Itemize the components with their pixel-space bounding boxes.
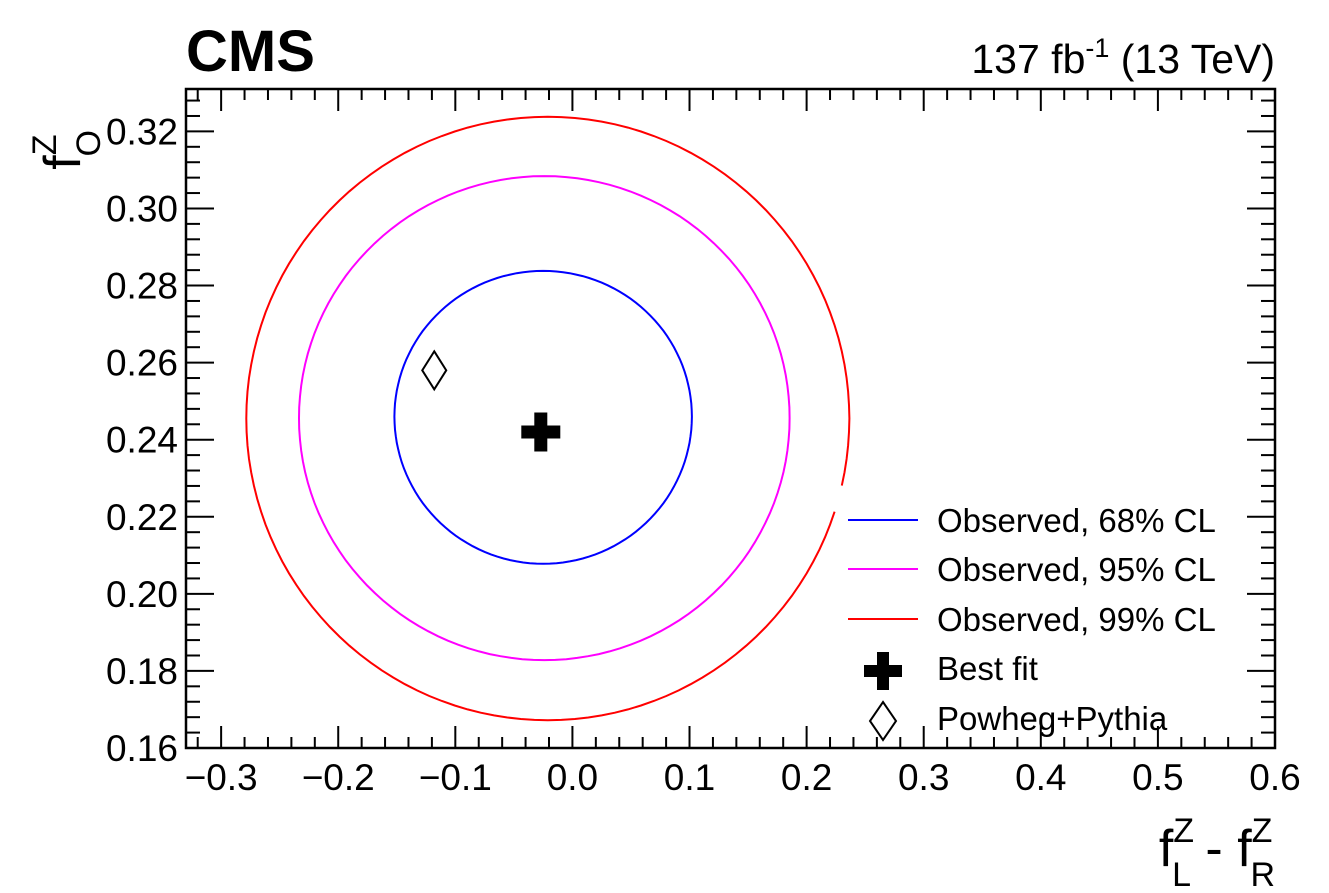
contour-68: [393, 269, 693, 565]
legend-prediction-marker: [868, 700, 898, 742]
x-title-f1: f: [1159, 820, 1174, 878]
x-tick-label: 0.4: [1015, 757, 1066, 798]
y-tick-label: 0.16: [106, 728, 178, 769]
x-tick-label: 0.0: [547, 757, 598, 798]
contours-layer: [245, 115, 851, 722]
legend-label-95: Observed, 95% CL: [937, 551, 1216, 588]
lumi-value: 137 fb: [971, 36, 1085, 82]
x-title-f2-sub: R: [1250, 856, 1275, 893]
x-title-f2-sup: Z: [1252, 812, 1273, 850]
luminosity-label: 137 fb-1 (13 TeV): [971, 33, 1275, 82]
legend-label-68: Observed, 68% CL: [937, 502, 1216, 539]
y-axis-title: fZ O: [26, 130, 108, 170]
prediction-marker: [421, 349, 448, 392]
x-title-f2: f: [1237, 820, 1252, 878]
y-title-sup: Z: [26, 134, 64, 155]
x-tick-label: 0.2: [781, 757, 832, 798]
lumi-energy: (13 TeV): [1109, 36, 1275, 82]
y-tick-label: 0.18: [106, 651, 178, 692]
x-tick-label: −0.2: [302, 757, 375, 798]
tick-labels-layer: −0.3 −0.2 −0.1 0.0 0.1 0.2 0.3 0.4 0.5 0.6 0.16 0.1…: [106, 111, 1301, 798]
x-tick-label: 0.5: [1132, 757, 1183, 798]
y-tick-label: 0.28: [106, 266, 178, 307]
x-title-f1-sup: Z: [1173, 812, 1194, 850]
y-tick-label: 0.24: [106, 420, 178, 461]
y-tick-label: 0.26: [106, 343, 178, 384]
legend: Observed, 68% CL Observed, 95% CL Observ…: [848, 502, 1216, 742]
legend-label-prediction: Powheg+Pythia: [937, 700, 1168, 737]
legend-label-99: Observed, 99% CL: [937, 601, 1216, 638]
x-title-f1-sub: L: [1172, 856, 1191, 893]
x-tick-label: 0.6: [1249, 757, 1300, 798]
y-title-f: f: [34, 155, 92, 170]
ticks-layer: [186, 89, 1276, 749]
x-axis-title: fZ L - fZ R: [1159, 812, 1275, 893]
x-tick-label: 0.1: [664, 757, 715, 798]
legend-label-best-fit: Best fit: [937, 650, 1038, 687]
contour-95: [297, 175, 791, 662]
y-tick-label: 0.20: [106, 574, 178, 615]
best-fit-marker: [521, 412, 561, 452]
y-tick-label: 0.22: [106, 497, 178, 538]
x-tick-label: 0.3: [898, 757, 949, 798]
y-tick-label: 0.32: [106, 111, 178, 152]
x-tick-label: −0.3: [185, 757, 258, 798]
legend-best-fit-marker: [864, 652, 902, 690]
x-tick-label: −0.1: [419, 757, 492, 798]
lumi-exponent: -1: [1085, 33, 1109, 63]
contour-99: [245, 115, 851, 722]
markers-layer: [421, 349, 561, 452]
y-title-sub: O: [70, 130, 108, 156]
y-tick-label: 0.30: [106, 188, 178, 229]
plot-frame: [184, 87, 1277, 750]
x-title-separator: -: [1191, 820, 1237, 878]
experiment-label: CMS: [186, 19, 315, 84]
